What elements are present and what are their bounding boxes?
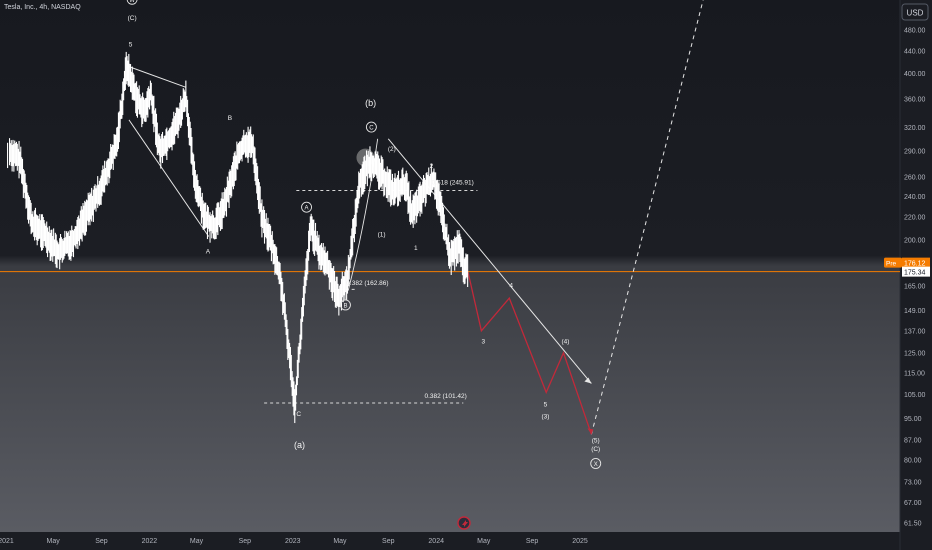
price-tick-label: 149.00 (904, 308, 926, 315)
price-tick-label: 400.00 (904, 71, 926, 78)
pre-label: Pre (886, 260, 897, 267)
time-tick-label: 2024 (428, 538, 444, 545)
wave-label-24: (C) (591, 446, 600, 453)
wave-label-15: (1) (378, 231, 386, 238)
price-tick-label: 360.00 (904, 97, 926, 104)
wave-label-11: B (343, 303, 347, 309)
projection-red-line (467, 271, 593, 435)
wave-label-16: 1 (414, 245, 418, 252)
wave-label-20: 5 (544, 401, 548, 408)
projection-arrow-head (587, 428, 594, 435)
currency-label: USD (907, 9, 924, 18)
price-tick-label: 61.50 (904, 521, 922, 528)
wave-label-25: X (594, 462, 598, 468)
last-value-badge (902, 266, 930, 277)
wave-label-7: A (206, 249, 211, 256)
wave-label-6: B (228, 115, 232, 122)
wave-label-circle (590, 458, 602, 469)
wave-label-18: 3 (482, 338, 486, 345)
price-tick-label: 125.00 (904, 350, 926, 357)
time-tick-label: 2023 (285, 538, 301, 545)
wave-label-21: (3) (541, 414, 549, 421)
price-tick-label: 95.00 (904, 416, 922, 423)
wave-label-12: C (369, 126, 374, 132)
wave-label-0: 0.618 (245.91) (432, 180, 474, 187)
wave-label-9: (a) (294, 440, 305, 450)
wave-label-14: (2) (388, 146, 396, 153)
price-tick-label: 87.00 (904, 437, 922, 444)
time-tick-label: Sep (382, 538, 395, 545)
time-tick-label: May (477, 538, 491, 545)
price-tick-label: 67.00 (904, 500, 922, 507)
time-tick-label: 2022 (142, 538, 158, 545)
wave-label-19: 4 (509, 283, 513, 290)
trendline-dashed-up (590, 0, 704, 435)
price-tick-label: 260.00 (904, 175, 926, 182)
time-tick-label: Sep (239, 538, 252, 545)
time-tick-label: Sep (526, 538, 539, 545)
wave-label-3: W (129, 0, 135, 4)
last-value: 175.34 (904, 269, 926, 276)
currency-button[interactable] (901, 3, 929, 21)
symbol-title: Tesla, Inc., 4h, NASDAQ (4, 4, 81, 11)
pre-badge (884, 257, 902, 268)
time-tick-label: Sep (95, 538, 108, 545)
wave-label-10: A (305, 206, 309, 212)
trendline-arrow-head (584, 377, 592, 384)
pre-value: 176.12 (904, 260, 926, 267)
price-tick-label: 165.00 (904, 284, 926, 291)
wave-label-2: 0.382 (101.42) (424, 393, 466, 400)
lightning-icon (462, 520, 468, 527)
time-tick-label: 2025 (572, 538, 588, 545)
price-tick-label: 73.00 (904, 479, 922, 486)
wave-label-1: 0.382 (162.86) (346, 280, 388, 287)
wave-label-circle (301, 201, 313, 213)
wave-label-circle (339, 299, 351, 311)
wave-label-circle (126, 0, 138, 5)
price-tick-label: 80.00 (904, 457, 922, 464)
wave-label-17: 2 (430, 163, 434, 170)
pre-value-badge (902, 257, 930, 268)
price-tick-label: 115.00 (904, 370, 925, 377)
price-tick-label: 220.00 (904, 215, 926, 222)
wave-label-23: (5) (592, 438, 600, 445)
time-tick-label: May (190, 538, 204, 545)
wave-label-5: 5 (129, 42, 133, 49)
trendline-2021-lower (128, 119, 210, 237)
trendline-2021-top (128, 66, 187, 88)
price-tick-label: 290.00 (904, 148, 926, 155)
time-tick-label: May (333, 538, 347, 545)
time-tick-label: May (47, 538, 61, 545)
wave-label-circle (365, 121, 377, 133)
price-tick-label: 240.00 (904, 194, 926, 201)
price-tick-label: 105.00 (904, 392, 926, 399)
price-tick-label: 137.00 (904, 328, 926, 335)
price-tick-label: 480.00 (904, 28, 926, 35)
wave-label-4: (C) (128, 15, 137, 22)
price-tick-label: 440.00 (904, 48, 926, 55)
time-tick-label: 2021 (0, 538, 14, 545)
wave-label-8: C (296, 411, 301, 418)
trendline-upper (387, 138, 592, 384)
price-tick-label: 200.00 (904, 238, 926, 245)
wave-label-13: (b) (365, 98, 376, 108)
wave-label-22: (4) (561, 338, 569, 345)
time-axis-panel (0, 532, 900, 550)
price-tick-label: 320.00 (904, 125, 926, 132)
